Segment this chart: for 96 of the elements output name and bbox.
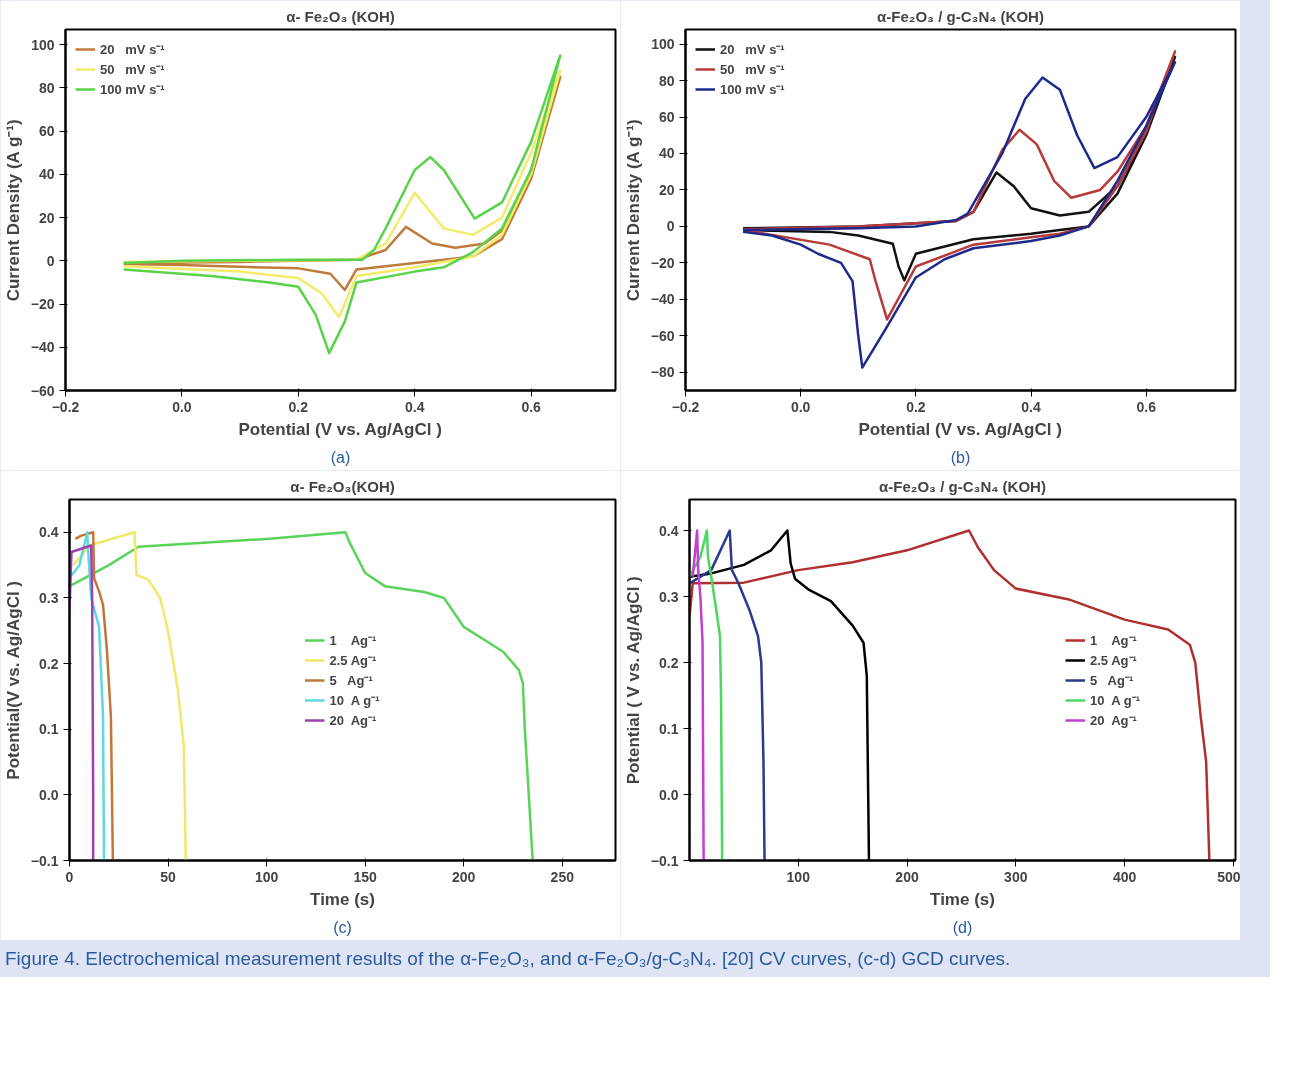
y-axis-title: Current Density (A g⁻¹) xyxy=(623,119,643,302)
x-tick-label: 300 xyxy=(1004,868,1028,885)
x-tick-label: 200 xyxy=(452,868,476,885)
line-series xyxy=(122,54,562,355)
legend-label: 20 Ag⁻¹ xyxy=(329,711,377,729)
legend-label: 1 Ag⁻¹ xyxy=(1090,631,1137,649)
x-tick-label: 0.2 xyxy=(906,398,926,415)
x-axis-title: Time (s) xyxy=(930,889,995,909)
y-tick-label: 0.1 xyxy=(659,720,679,737)
y-tick-label: 100 xyxy=(31,36,55,53)
y-tick-label: −20 xyxy=(30,296,55,313)
y-tick-label: 40 xyxy=(38,166,55,183)
legend-label: 50 mV s⁻¹ xyxy=(100,61,165,78)
legend-label: 5 Ag⁻¹ xyxy=(1090,671,1134,689)
x-axis-title: Time (s) xyxy=(310,889,375,909)
y-tick-label: 0.0 xyxy=(39,786,59,803)
legend-label: 100 mV s⁻¹ xyxy=(720,81,785,98)
chart-title: α-Fe₂O₃ / g-C₃N₄ (KOH) xyxy=(879,477,1046,495)
legend-label: 10 A g⁻¹ xyxy=(1090,691,1140,709)
x-tick-label: 200 xyxy=(895,868,919,885)
line-series xyxy=(69,544,95,861)
y-tick-label: −60 xyxy=(650,327,675,344)
y-tick-label: 0 xyxy=(666,218,675,235)
y-tick-label: 20 xyxy=(38,209,55,226)
y-tick-label: −40 xyxy=(650,291,675,308)
y-axis-title: Current Density (A g⁻¹) xyxy=(3,119,23,302)
line-series xyxy=(691,529,705,861)
x-tick-label: 0.6 xyxy=(521,398,542,415)
x-tick-label: 0.0 xyxy=(790,398,811,415)
y-axis-title: Potential ( V vs. Ag/AgCl ) xyxy=(623,576,643,785)
legend-label: 20 Ag⁻¹ xyxy=(1090,711,1137,729)
x-tick-label: 100 xyxy=(786,868,811,885)
text: (c) xyxy=(333,918,352,936)
line-series xyxy=(72,531,188,861)
y-tick-label: −0.1 xyxy=(650,852,679,869)
y-tick-label: 0.1 xyxy=(39,721,59,738)
x-tick-label: 150 xyxy=(353,868,378,885)
legend-label: 2.5 Ag⁻¹ xyxy=(329,651,377,669)
y-tick-label: 0.4 xyxy=(659,522,679,539)
legend-label: 100 mV s⁻¹ xyxy=(100,81,165,98)
y-tick-label: −0.1 xyxy=(30,852,59,869)
x-axis-title: Potential (V vs. Ag/AgCl ) xyxy=(238,419,442,439)
legend-label: 2.5 Ag⁻¹ xyxy=(1090,651,1137,669)
y-tick-label: −80 xyxy=(650,364,675,381)
y-tick-label: 0.3 xyxy=(39,589,59,606)
legend-label: 5 Ag⁻¹ xyxy=(329,671,373,689)
x-axis-title: Potential (V vs. Ag/AgCl ) xyxy=(858,419,1062,439)
y-tick-label: 100 xyxy=(651,36,675,53)
legend-label: 10 A g⁻¹ xyxy=(329,691,380,709)
y-tick-label: 60 xyxy=(38,123,55,140)
text: (b) xyxy=(950,448,971,466)
x-tick-label: 250 xyxy=(550,868,575,885)
line-series xyxy=(74,531,115,861)
y-tick-label: 0 xyxy=(46,252,55,269)
line-series xyxy=(69,531,534,861)
line-series xyxy=(689,529,766,861)
legend-label: 20 mV s⁻¹ xyxy=(720,41,785,58)
legend-label: 50 mV s⁻¹ xyxy=(720,61,785,78)
y-tick-label: 0.2 xyxy=(39,655,59,672)
y-axis-title: Potential(V vs. Ag/AgCl ) xyxy=(3,580,23,780)
x-tick-label: 100 xyxy=(254,868,279,885)
x-tick-label: −0.2 xyxy=(51,398,80,415)
x-tick-label: 0.0 xyxy=(172,398,192,415)
y-tick-label: 80 xyxy=(38,79,55,96)
y-tick-label: −40 xyxy=(30,339,55,356)
y-tick-label: 0.0 xyxy=(659,786,679,803)
x-tick-label: 0.2 xyxy=(288,398,309,415)
y-tick-label: 0.2 xyxy=(659,654,679,671)
x-tick-label: 0.4 xyxy=(404,398,425,415)
x-tick-label: 50 xyxy=(160,868,177,885)
line-series xyxy=(689,529,724,861)
y-tick-label: 80 xyxy=(658,72,675,89)
line-series xyxy=(741,61,1177,369)
y-tick-label: 0.3 xyxy=(659,588,679,605)
y-tick-label: 20 xyxy=(658,181,675,198)
x-tick-label: 500 xyxy=(1217,868,1241,885)
x-tick-label: 0 xyxy=(65,868,74,885)
y-tick-label: 0.4 xyxy=(39,524,59,541)
legend-label: 20 mV s⁻¹ xyxy=(100,41,165,58)
x-tick-label: 400 xyxy=(1112,868,1137,885)
line-series xyxy=(689,529,1211,861)
y-tick-label: 60 xyxy=(658,109,675,126)
y-tick-label: −60 xyxy=(30,382,55,399)
x-tick-label: 0.4 xyxy=(1021,398,1041,415)
chart-title: α- Fe₂O₃(KOH) xyxy=(290,477,395,495)
x-tick-label: 0.6 xyxy=(1136,398,1157,415)
caption: Figure 4. Electrochemical measurement results of the α-Fe₂O₃, and α-Fe₂O₃/g-C₃N₄. [20] CV curves, (c-d) GCD curves. xyxy=(5,947,1011,971)
x-tick-label: −0.2 xyxy=(671,398,700,415)
y-tick-label: 40 xyxy=(658,145,675,162)
text: (d) xyxy=(952,918,973,936)
chart-title: α- Fe₂O₃ (KOH) xyxy=(286,7,395,25)
text: (a) xyxy=(330,448,351,466)
chart-title: α-Fe₂O₃ / g-C₃N₄ (KOH) xyxy=(877,7,1044,25)
legend-label: 1 Ag⁻¹ xyxy=(329,631,377,649)
y-tick-label: −20 xyxy=(650,254,675,271)
line-series xyxy=(69,531,106,861)
